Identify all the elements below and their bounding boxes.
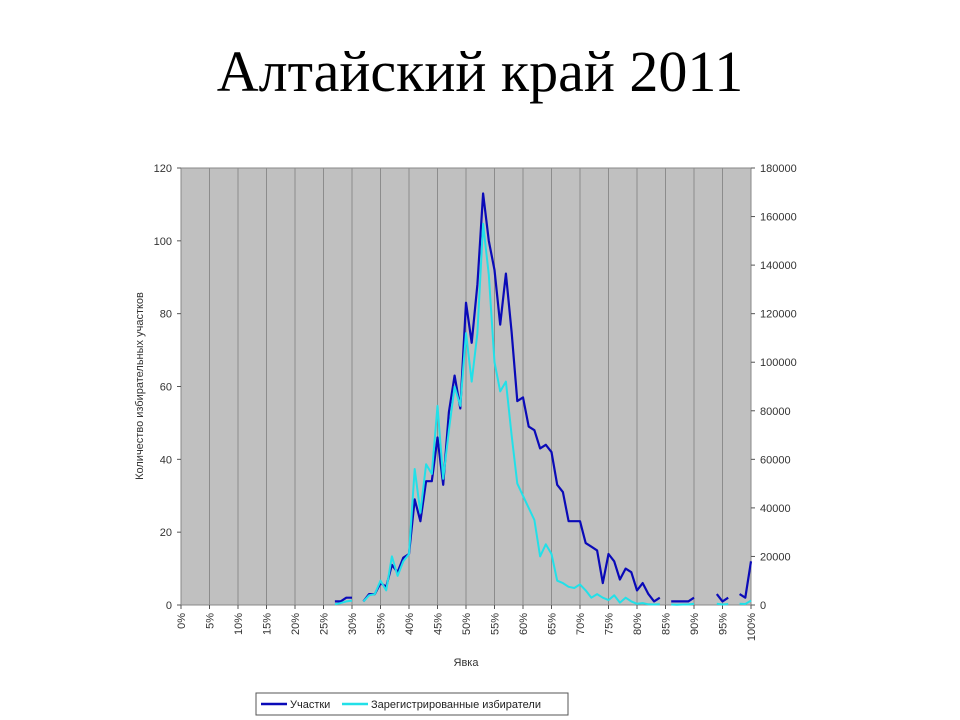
y2-tick-label: 120000	[760, 309, 797, 321]
x-tick-label: 15%	[262, 613, 274, 635]
legend-label-uchastki: Участки	[290, 699, 330, 711]
series-line-1	[716, 602, 729, 606]
legend: Участки Зарегистрированные избиратели	[255, 692, 569, 716]
x-tick-label: 25%	[319, 613, 331, 635]
x-tick-label: 75%	[604, 613, 616, 635]
x-axis-title: Явка	[454, 657, 480, 669]
y-tick-label: 0	[166, 600, 172, 612]
y2-tick-label: 140000	[760, 260, 797, 272]
x-tick-label: 80%	[632, 613, 644, 635]
slide-title: Алтайский край 2011	[216, 39, 744, 104]
series-line-0	[715, 593, 729, 603]
x-tick-label: 10%	[233, 613, 245, 635]
series-line-1	[334, 599, 353, 606]
x-tick-label: 65%	[547, 613, 559, 635]
x-tick-label: 5%	[205, 613, 217, 629]
x-tick-label: 40%	[404, 613, 416, 635]
y-tick-label: 20	[160, 527, 172, 539]
x-tick-label: 0%	[176, 613, 188, 629]
y-tick-label: 40	[160, 454, 172, 466]
grid-lines	[209, 168, 723, 605]
y-tick-label: 120	[154, 163, 172, 175]
series-line-0	[362, 192, 661, 603]
y-tick-label: 80	[160, 309, 172, 321]
x-tick-label: 55%	[490, 613, 502, 635]
axes: 0% 5% 10% 15% 20% 25% 30% 35% 40% 45% 50% 55% 60% 65%…	[154, 163, 797, 641]
y2-tick-label: 80000	[760, 406, 791, 418]
y2-tick-label: 60000	[760, 454, 791, 466]
y2-tick-label: 160000	[760, 212, 797, 224]
x-tick-label: 100%	[746, 613, 758, 641]
y-axis-title: Количество избирательных участков	[134, 292, 146, 480]
series-line-0	[671, 596, 695, 603]
legend-box	[255, 692, 569, 716]
x-tick-label: 45%	[433, 613, 445, 635]
y2-tick-label: 100000	[760, 357, 797, 369]
series-line-1	[362, 222, 660, 606]
x-tick-label: 50%	[461, 613, 473, 635]
y2-tick-label: 0	[760, 600, 766, 612]
x-tick-label: 35%	[376, 613, 388, 635]
y2-tick-label: 180000	[760, 163, 797, 175]
x-tick-label: 70%	[575, 613, 587, 635]
x-tick-label: 30%	[347, 613, 359, 635]
legend-label-voters: Зарегистрированные избиратели	[371, 699, 541, 711]
series-line-0	[334, 596, 352, 603]
y2-tick-label: 20000	[760, 551, 791, 563]
y-tick-label: 60	[160, 382, 172, 394]
y-tick-label: 100	[154, 236, 172, 248]
series-lines	[334, 192, 753, 606]
x-tick-label: 90%	[689, 613, 701, 635]
x-tick-label: 85%	[661, 613, 673, 635]
series-line-0	[739, 561, 753, 599]
x-tick-label: 95%	[718, 613, 730, 635]
x-tick-label: 60%	[518, 613, 530, 635]
series-line-1	[671, 602, 695, 606]
x-tick-label: 20%	[290, 613, 302, 635]
series-line-1	[739, 599, 752, 605]
y2-tick-label: 40000	[760, 503, 791, 515]
